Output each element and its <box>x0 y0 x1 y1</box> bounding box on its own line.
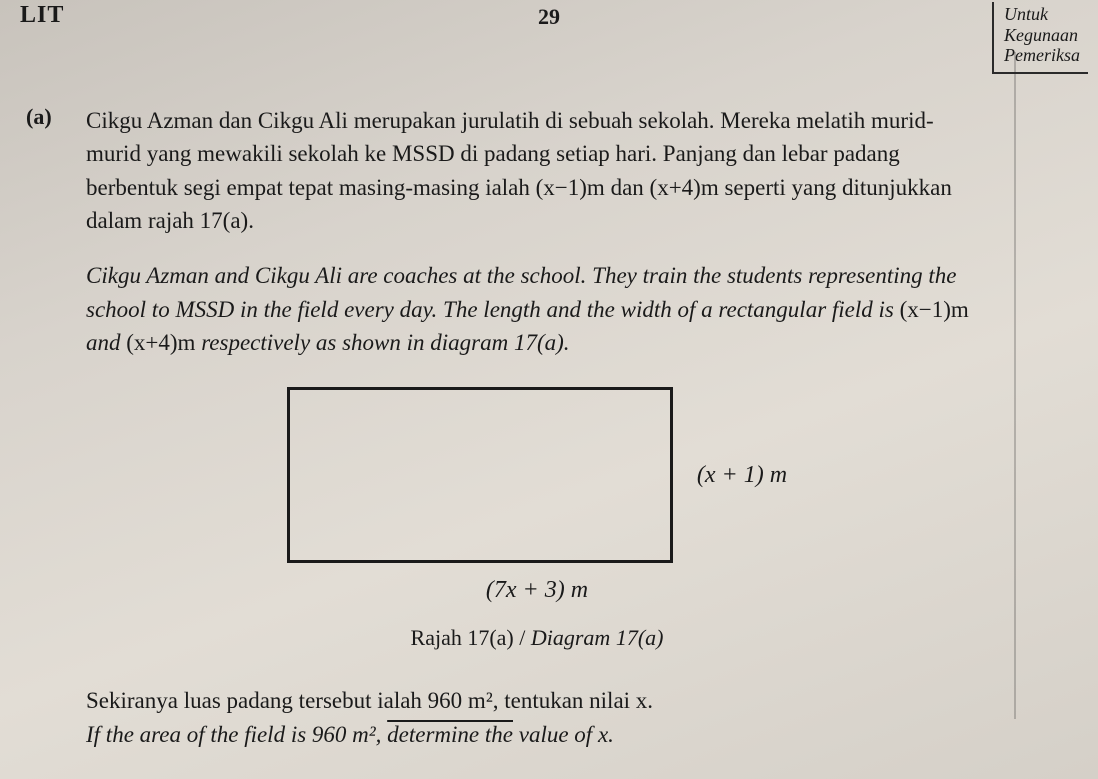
side-label: (x + 1) m <box>697 458 787 493</box>
question-content: Cikgu Azman dan Cikgu Ali merupakan juru… <box>86 104 1078 779</box>
para-en-mid: and <box>86 330 126 355</box>
diagram: (x + 1) m (7x + 3) m Rajah 17(a) / Diagr… <box>86 387 988 654</box>
examiner-box: Untuk Kegunaan Pemeriksa <box>992 2 1088 74</box>
expr-1: (x−1)m <box>900 297 969 322</box>
header-row: LIT 29 Untuk Kegunaan Pemeriksa <box>20 0 1078 74</box>
diagram-caption: Rajah 17(a) / Diagram 17(a) <box>411 622 664 654</box>
question-body: (a) Cikgu Azman dan Cikgu Ali merupakan … <box>20 104 1078 779</box>
final-en-over: determine the <box>387 722 513 747</box>
rectangle <box>287 387 673 563</box>
para-en-pre: Cikgu Azman and Cikgu Ali are coaches at… <box>86 263 957 321</box>
page: LIT 29 Untuk Kegunaan Pemeriksa (a) Cikg… <box>0 0 1098 779</box>
expr-2: (x+4)m <box>126 330 195 355</box>
paragraph-en: Cikgu Azman and Cikgu Ali are coaches at… <box>86 259 988 359</box>
caption-sep: / <box>514 625 531 650</box>
caption-en: Diagram 17(a) <box>531 625 664 650</box>
header-lit: LIT <box>20 2 64 29</box>
examiner-line-1: Untuk <box>1004 4 1080 25</box>
final-en-post: value of x. <box>513 722 614 747</box>
final-bm: Sekiranya luas padang tersebut ialah 960… <box>86 684 988 717</box>
bottom-label: (7x + 3) m <box>486 573 588 608</box>
page-number: 29 <box>538 4 560 30</box>
paragraph-bm: Cikgu Azman dan Cikgu Ali merupakan juru… <box>86 104 988 237</box>
examiner-line-2: Kegunaan <box>1004 25 1080 46</box>
margin-line <box>1014 52 1016 719</box>
final-en-pre: If the area of the field is 960 m², <box>86 722 387 747</box>
caption-bm: Rajah 17(a) <box>411 625 514 650</box>
question-label: (a) <box>20 104 86 130</box>
para-en-post: respectively as shown in diagram 17(a). <box>195 330 569 355</box>
final-en: If the area of the field is 960 m², dete… <box>86 718 988 751</box>
diagram-row: (x + 1) m <box>287 387 787 563</box>
